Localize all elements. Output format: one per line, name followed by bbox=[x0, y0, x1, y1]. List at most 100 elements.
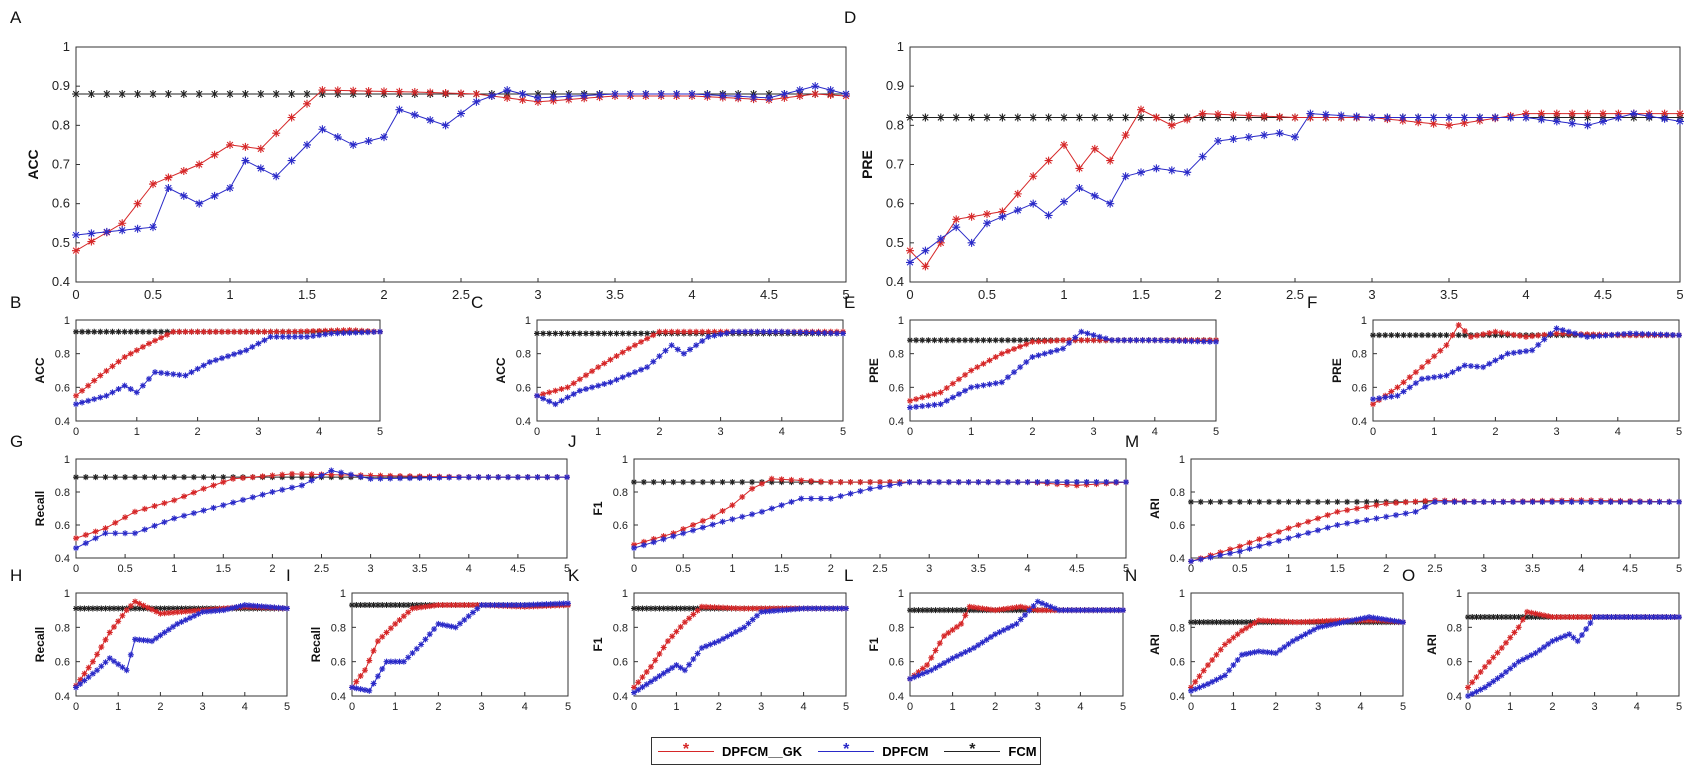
marker-dpfcm-gk bbox=[1060, 337, 1066, 344]
marker-dpfcm-gk bbox=[72, 246, 80, 255]
x-tick-label: 4 bbox=[1615, 426, 1621, 438]
marker-fcm bbox=[353, 602, 360, 609]
marker-dpfcm bbox=[1552, 117, 1561, 126]
marker-dpfcm bbox=[711, 639, 718, 646]
marker-dpfcm-gk bbox=[705, 328, 712, 335]
marker-dpfcm bbox=[1157, 337, 1164, 344]
marker-dpfcm-gk bbox=[92, 528, 99, 535]
marker-dpfcm bbox=[1608, 331, 1615, 338]
y-axis-label: F1 bbox=[591, 501, 605, 515]
x-tick-label: 5 bbox=[1123, 563, 1129, 575]
marker-dpfcm bbox=[1075, 184, 1084, 192]
marker-fcm bbox=[1217, 619, 1224, 626]
marker-dpfcm-gk bbox=[239, 474, 246, 481]
marker-dpfcm bbox=[1441, 498, 1448, 505]
marker-fcm bbox=[1486, 614, 1493, 621]
x-tick-label: 1 bbox=[1507, 701, 1513, 713]
marker-fcm bbox=[181, 474, 188, 481]
panel-letter-o: O bbox=[1402, 566, 1415, 585]
marker-fcm bbox=[1243, 619, 1250, 626]
marker-dpfcm bbox=[374, 673, 381, 680]
marker-dpfcm bbox=[1060, 345, 1066, 352]
marker-dpfcm-gk bbox=[703, 603, 710, 610]
marker-fcm bbox=[945, 607, 952, 614]
marker-fcm bbox=[643, 605, 650, 612]
marker-dpfcm-gk bbox=[1532, 610, 1539, 617]
marker-dpfcm bbox=[1226, 667, 1233, 674]
marker-dpfcm bbox=[1650, 614, 1657, 621]
marker-dpfcm-gk bbox=[230, 475, 237, 482]
x-tick-label: 0.5 bbox=[144, 287, 162, 302]
marker-dpfcm-gk bbox=[635, 679, 642, 686]
marker-dpfcm bbox=[1272, 650, 1279, 657]
marker-fcm bbox=[1209, 619, 1216, 626]
x-tick-label: 1 bbox=[1060, 287, 1067, 302]
marker-dpfcm bbox=[1327, 621, 1334, 628]
marker-fcm bbox=[161, 605, 168, 612]
marker-dpfcm-gk bbox=[1247, 622, 1254, 629]
marker-dpfcm bbox=[308, 477, 315, 484]
panel-letter-l: L bbox=[844, 566, 853, 585]
marker-dpfcm-gk bbox=[681, 619, 688, 626]
marker-dpfcm bbox=[318, 125, 327, 134]
marker-dpfcm-gk bbox=[73, 535, 79, 542]
marker-dpfcm bbox=[1370, 396, 1376, 403]
marker-fcm bbox=[161, 474, 168, 481]
marker-dpfcm bbox=[965, 479, 972, 486]
marker-dpfcm-gk bbox=[269, 472, 276, 479]
marker-dpfcm bbox=[1260, 131, 1269, 140]
marker-fcm bbox=[112, 474, 119, 481]
marker-dpfcm-gk bbox=[1553, 330, 1560, 337]
marker-dpfcm bbox=[102, 227, 111, 236]
marker-dpfcm bbox=[847, 490, 854, 497]
marker-dpfcm bbox=[1234, 656, 1241, 663]
marker-dpfcm bbox=[1256, 543, 1263, 550]
marker-fcm bbox=[1200, 619, 1207, 626]
marker-dpfcm-gk bbox=[444, 602, 451, 609]
marker-dpfcm-gk bbox=[1013, 604, 1020, 611]
marker-dpfcm-gk bbox=[121, 354, 128, 361]
marker-dpfcm bbox=[552, 401, 559, 408]
x-tick-label: 2.5 bbox=[1286, 287, 1304, 302]
marker-dpfcm bbox=[788, 498, 795, 505]
marker-dpfcm bbox=[1255, 648, 1262, 655]
marker-dpfcm bbox=[749, 93, 758, 102]
x-tick-label: 4 bbox=[466, 563, 472, 575]
legend: * DPFCM__GK * DPFCM * FCM bbox=[651, 737, 1041, 765]
marker-dpfcm-gk bbox=[1574, 614, 1581, 621]
marker-fcm bbox=[190, 474, 197, 481]
marker-fcm bbox=[664, 605, 671, 612]
axes-box bbox=[75, 592, 288, 697]
marker-dpfcm bbox=[742, 328, 749, 335]
marker-dpfcm-gk bbox=[89, 658, 96, 665]
marker-dpfcm bbox=[534, 392, 540, 399]
marker-dpfcm bbox=[690, 527, 697, 534]
marker-dpfcm-gk bbox=[1275, 112, 1284, 121]
marker-dpfcm bbox=[495, 602, 502, 609]
marker-dpfcm-gk bbox=[1277, 618, 1284, 625]
marker-fcm bbox=[1121, 113, 1130, 122]
y-tick-label: 0.7 bbox=[52, 157, 70, 172]
panel-letter-h: H bbox=[10, 566, 22, 585]
y-axis-label: Recall bbox=[33, 627, 47, 662]
marker-dpfcm bbox=[396, 658, 403, 665]
marker-dpfcm-gk bbox=[115, 618, 122, 625]
marker-dpfcm bbox=[1656, 498, 1663, 505]
marker-fcm bbox=[635, 605, 642, 612]
marker-fcm bbox=[241, 90, 250, 98]
marker-dpfcm bbox=[1054, 479, 1061, 486]
marker-dpfcm bbox=[112, 530, 119, 537]
marker-dpfcm-gk bbox=[1260, 112, 1269, 121]
marker-fcm bbox=[949, 337, 956, 344]
marker-dpfcm bbox=[1382, 394, 1389, 401]
marker-dpfcm bbox=[1400, 619, 1406, 626]
marker-dpfcm bbox=[1676, 117, 1684, 126]
marker-fcm bbox=[932, 607, 939, 614]
marker-dpfcm-gk bbox=[921, 262, 930, 271]
y-tick-label: 0.8 bbox=[886, 117, 904, 132]
marker-fcm bbox=[1230, 619, 1237, 626]
y-axis-label: ACC bbox=[494, 357, 508, 383]
marker-dpfcm bbox=[1023, 359, 1030, 366]
marker-dpfcm bbox=[1188, 558, 1194, 565]
